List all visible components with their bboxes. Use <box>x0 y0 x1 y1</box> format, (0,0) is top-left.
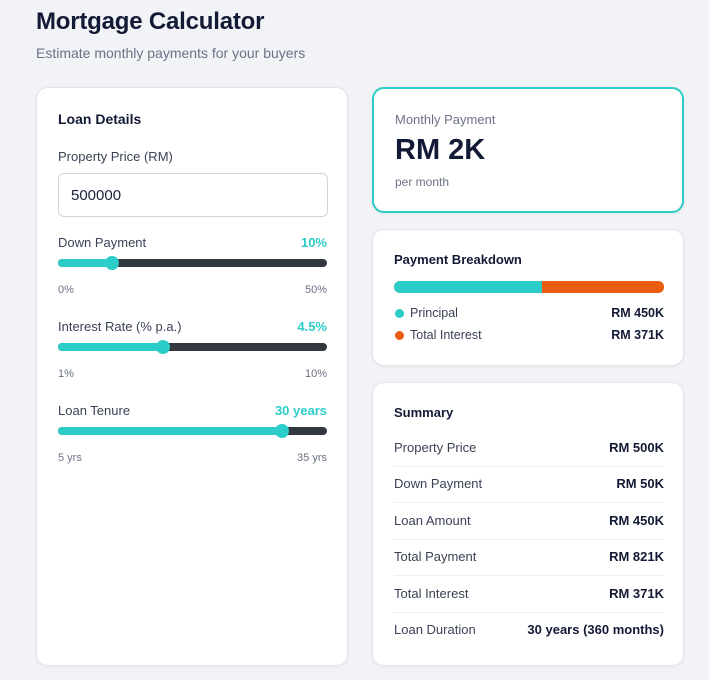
summary-value: RM 450K <box>609 513 664 528</box>
loan-tenure-slider-group: Loan Tenure 30 years 5 yrs 35 yrs <box>58 403 327 464</box>
monthly-payment-value: RM 2K <box>395 134 486 166</box>
property-price-label: Property Price (RM) <box>58 149 173 164</box>
loan-tenure-label: Loan Tenure <box>58 403 131 418</box>
monthly-payment-label: Monthly Payment <box>395 112 496 127</box>
down-payment-label: Down Payment <box>58 235 147 250</box>
loan-tenure-max: 35 yrs <box>297 452 327 464</box>
property-price-input[interactable] <box>58 173 328 217</box>
summary-label: Down Payment <box>394 476 483 491</box>
payment-breakdown-bar <box>394 281 664 293</box>
summary-heading: Summary <box>394 405 454 420</box>
summary-label: Total Interest <box>394 586 469 601</box>
legend-item-interest: Total Interest RM 371K <box>394 327 664 345</box>
loan-details-card: Loan Details Property Price (RM) Down Pa… <box>36 87 348 666</box>
interest-rate-slider-fill <box>58 343 163 351</box>
down-payment-min: 0% <box>58 284 74 296</box>
interest-rate-slider-thumb[interactable] <box>155 340 170 354</box>
legend-item-principal: Principal RM 450K <box>394 305 664 323</box>
summary-value: RM 371K <box>609 586 664 601</box>
summary-row-property-price: Property Price RM 500K <box>394 431 664 467</box>
interest-bar-segment <box>541 281 664 293</box>
summary-row-loan-duration: Loan Duration 30 years (360 months) <box>394 613 664 649</box>
interest-rate-max: 10% <box>304 368 327 380</box>
down-payment-slider-thumb[interactable] <box>104 256 119 270</box>
legend-value: RM 371K <box>611 328 664 342</box>
interest-rate-label: Interest Rate (% p.a.) <box>58 319 182 334</box>
monthly-payment-card: Monthly Payment RM 2K per month <box>372 87 684 213</box>
summary-label: Total Payment <box>394 549 477 564</box>
legend-label: Total Interest <box>410 328 482 342</box>
loan-tenure-value: 30 years <box>274 403 327 418</box>
down-payment-slider-fill <box>58 259 112 267</box>
loan-details-heading: Loan Details <box>58 111 142 127</box>
payment-breakdown-heading: Payment Breakdown <box>394 252 522 267</box>
legend-label: Principal <box>410 306 458 320</box>
summary-value: RM 821K <box>609 549 664 564</box>
summary-value: 30 years (360 months) <box>527 622 664 637</box>
summary-card: Summary Property Price RM 500K Down Paym… <box>372 382 684 666</box>
summary-value: RM 500K <box>609 440 664 455</box>
summary-value: RM 50K <box>616 476 664 491</box>
interest-rate-value: 4.5% <box>297 319 327 334</box>
principal-dot-icon <box>395 309 404 318</box>
legend-value: RM 450K <box>611 306 664 320</box>
down-payment-slider-group: Down Payment 10% 0% 50% <box>58 235 327 296</box>
down-payment-max: 50% <box>304 284 327 296</box>
down-payment-value: 10% <box>300 235 327 250</box>
summary-label: Loan Duration <box>394 622 476 637</box>
interest-dot-icon <box>395 331 404 340</box>
summary-label: Property Price <box>394 440 477 455</box>
loan-tenure-min: 5 yrs <box>58 452 82 464</box>
principal-bar-segment <box>394 281 542 293</box>
summary-row-loan-amount: Loan Amount RM 450K <box>394 504 664 540</box>
payment-breakdown-card: Payment Breakdown Principal RM 450K Tota… <box>372 229 684 366</box>
down-payment-slider[interactable] <box>58 256 327 270</box>
loan-tenure-slider[interactable] <box>58 424 327 438</box>
interest-rate-slider-group: Interest Rate (% p.a.) 4.5% 1% 10% <box>58 319 327 380</box>
summary-row-down-payment: Down Payment RM 50K <box>394 467 664 503</box>
interest-rate-slider[interactable] <box>58 340 327 354</box>
summary-row-total-interest: Total Interest RM 371K <box>394 577 664 613</box>
loan-tenure-slider-thumb[interactable] <box>275 424 290 438</box>
interest-rate-min: 1% <box>58 368 74 380</box>
monthly-payment-unit: per month <box>395 175 450 189</box>
page-subtitle: Estimate monthly payments for your buyer… <box>36 45 306 61</box>
loan-tenure-slider-fill <box>58 427 283 435</box>
summary-row-total-payment: Total Payment RM 821K <box>394 540 664 576</box>
summary-label: Loan Amount <box>394 513 471 528</box>
page-title: Mortgage Calculator <box>36 8 265 35</box>
